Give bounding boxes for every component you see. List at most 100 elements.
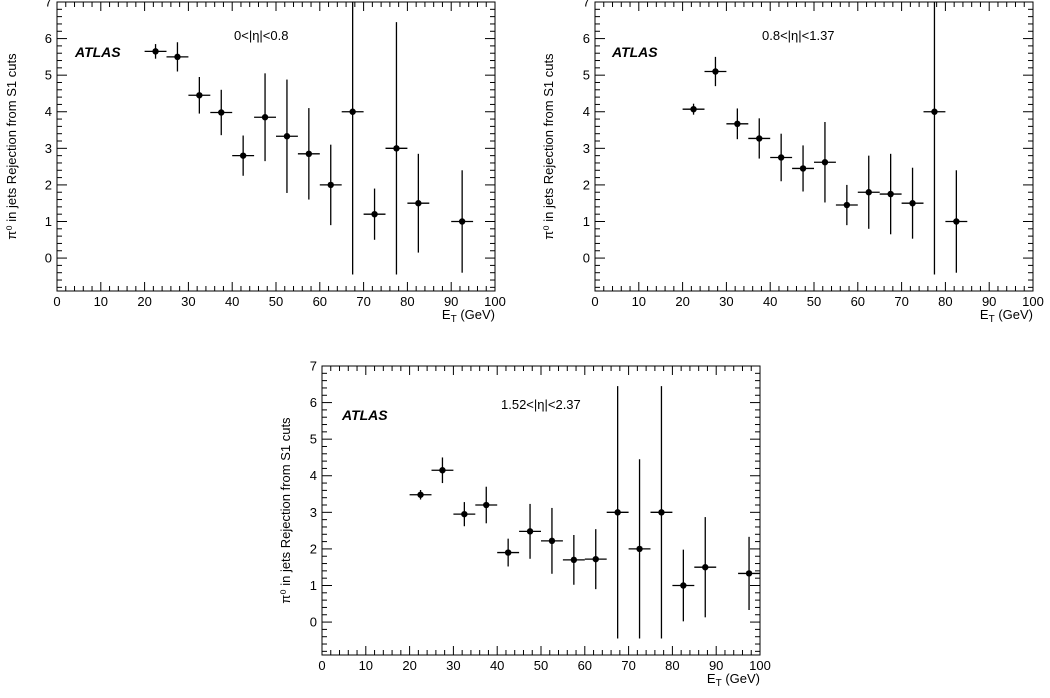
y-tick-label: 2 — [583, 177, 590, 192]
data-point — [690, 105, 697, 113]
data-point — [931, 108, 938, 115]
y-tick-label: 3 — [583, 141, 590, 156]
y-tick-label: 4 — [583, 104, 590, 119]
data-point — [658, 509, 665, 516]
x-tick-label: 30 — [719, 294, 733, 309]
x-tick-label: 30 — [446, 658, 460, 673]
eta-region-label: 0.8<|η|<1.37 — [762, 28, 835, 43]
chart-panel-1: 0 10 20 30 40 50 60 70 80 90 100 0 1 2 3 4 5 6 7 ET (GeV) π⁰… — [4, 0, 506, 325]
x-tick-label: 10 — [359, 658, 373, 673]
y-tick-label: 3 — [45, 141, 52, 156]
data-point — [417, 491, 424, 498]
data-point — [174, 53, 181, 61]
data-point — [152, 48, 159, 55]
x-tick-label: 100 — [1022, 294, 1044, 309]
y-tick-label: 2 — [45, 177, 52, 192]
data-points — [409, 386, 760, 639]
y-tick-label: 7 — [310, 359, 317, 374]
data-point — [483, 501, 490, 509]
data-point — [415, 200, 422, 207]
x-tick-label: 80 — [400, 294, 414, 309]
eta-region-label: 1.52<|η|<2.37 — [501, 397, 581, 412]
x-tick-label: 10 — [94, 294, 108, 309]
data-point — [327, 181, 334, 189]
x-tick-label: 100 — [484, 294, 506, 309]
y-axis-title: π⁰ in jets Rejection from S1 cuts — [278, 417, 293, 604]
data-point — [393, 145, 400, 152]
chart-panel-3: 0 10 20 30 40 50 60 70 80 90 100 0 1 2 3 4 5 6 7 ET (GeV) π⁰… — [278, 359, 771, 690]
x-tick-label: 0 — [591, 294, 598, 309]
x-tick-label: 50 — [534, 658, 548, 673]
x-axis-title: ET (GeV) — [980, 307, 1033, 325]
x-tick-label: 90 — [444, 294, 458, 309]
atlas-label: ATLAS — [341, 407, 388, 423]
x-axis-title: ET (GeV) — [707, 671, 760, 689]
data-point — [261, 114, 269, 121]
x-tick-label: 90 — [709, 658, 723, 673]
x-tick-label: 20 — [675, 294, 689, 309]
data-point — [865, 189, 872, 196]
x-tick-label: 80 — [665, 658, 679, 673]
data-point — [570, 556, 578, 564]
y-tick-label: 1 — [45, 214, 52, 229]
data-point — [439, 467, 446, 474]
data-point — [756, 135, 763, 142]
data-point — [526, 528, 534, 535]
x-tick-label: 100 — [749, 658, 771, 673]
data-point — [636, 545, 643, 553]
data-point — [504, 549, 512, 556]
x-tick-label: 50 — [269, 294, 283, 309]
x-tick-label: 20 — [137, 294, 151, 309]
data-point — [909, 200, 916, 207]
data-point — [349, 108, 356, 115]
data-point — [371, 210, 378, 218]
chart-panel-2: 0 10 20 30 40 50 60 70 80 90 100 0 1 2 3 4 5 6 7 ET (GeV) π⁰… — [541, 0, 1044, 325]
x-tick-label: 70 — [621, 658, 635, 673]
x-tick-label: 60 — [851, 294, 865, 309]
data-point — [548, 537, 556, 545]
y-tick-label: 4 — [310, 468, 317, 483]
atlas-label: ATLAS — [74, 44, 121, 60]
x-tick-label: 30 — [181, 294, 195, 309]
y-tick-label: 0 — [45, 251, 52, 266]
data-point — [283, 133, 291, 140]
x-tick-label: 70 — [894, 294, 908, 309]
data-point — [821, 159, 829, 166]
data-points — [682, 2, 968, 275]
data-points — [144, 2, 474, 275]
x-tick-label: 0 — [318, 658, 325, 673]
data-point — [799, 165, 807, 172]
data-point — [218, 109, 225, 116]
x-tick-label: 40 — [490, 658, 504, 673]
data-point — [887, 190, 894, 198]
y-tick-label: 6 — [583, 31, 590, 46]
data-point — [239, 152, 247, 159]
data-point — [305, 150, 313, 158]
data-point — [953, 218, 960, 225]
x-tick-label: 90 — [982, 294, 996, 309]
data-point — [712, 68, 719, 75]
y-tick-label: 2 — [310, 541, 317, 556]
y-axis-title: π⁰ in jets Rejection from S1 cuts — [4, 53, 19, 240]
x-tick-label: 70 — [356, 294, 370, 309]
data-point — [461, 510, 468, 518]
x-tick-label: 60 — [313, 294, 327, 309]
data-point — [680, 582, 687, 589]
data-point — [734, 120, 741, 128]
data-point — [196, 92, 203, 99]
data-point — [777, 154, 785, 161]
y-tick-label: 4 — [45, 104, 52, 119]
data-point — [458, 218, 466, 225]
y-tick-label: 1 — [310, 578, 317, 593]
y-tick-label: 5 — [583, 68, 590, 83]
y-tick-label: 6 — [45, 31, 52, 46]
x-tick-label: 20 — [402, 658, 416, 673]
data-point — [614, 509, 621, 516]
x-tick-label: 10 — [632, 294, 646, 309]
y-axis-title: π⁰ in jets Rejection from S1 cuts — [541, 53, 556, 240]
data-point — [745, 570, 753, 577]
data-point — [592, 555, 599, 563]
y-tick-label: 7 — [45, 0, 52, 10]
y-tick-label: 5 — [45, 68, 52, 83]
